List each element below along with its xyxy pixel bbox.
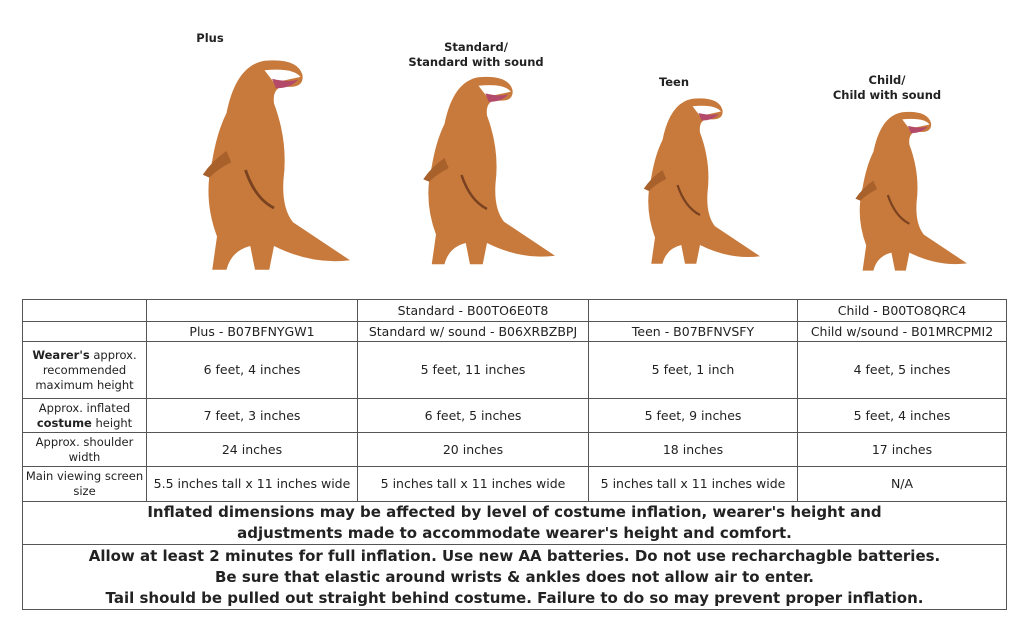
column-name: Plus - B07BFNYGW1 (189, 323, 315, 339)
header-cell: Child - B00TO8QRC4 (797, 299, 1007, 322)
caption-line: Plus (196, 31, 224, 45)
caption: Plus (110, 31, 310, 46)
standard-costume (421, 75, 557, 266)
label-part: Approx. shoulder width (35, 434, 134, 464)
value-cell: 5 feet, 1 inch (588, 341, 798, 399)
header-cell (588, 299, 798, 322)
note-line: Allow at least 2 minutes for full inflat… (88, 546, 941, 565)
header-row: Plus - B07BFNYGW1 Standard w/ sound - B06… (22, 321, 1007, 342)
label-part: approx. recommended maximum height (35, 347, 137, 392)
caption: Teen (574, 75, 774, 90)
plus-costume (201, 58, 352, 272)
value-cell: 6 feet, 4 inches (146, 341, 358, 399)
value-cell: 5 feet, 4 inches (797, 398, 1007, 433)
value-cell: 5 inches tall x 11 inches wide (588, 466, 798, 502)
row-label: Main viewing screen size (22, 466, 147, 502)
note-line: Tail should be pulled out straight behin… (105, 588, 924, 607)
data-row: Approx. inflated costume height 7 feet, 3… (22, 398, 1007, 433)
caption: Standard/Standard with sound (376, 40, 576, 70)
value-cell: 18 inches (588, 432, 798, 467)
teen-costume (642, 97, 762, 265)
note: Inflated dimensions may be affected by l… (22, 501, 1007, 545)
value-cell: 20 inches (357, 432, 589, 467)
column-name: Teen - B07BFNVSFY (631, 323, 755, 339)
value-cell: 5.5 inches tall x 11 inches wide (146, 466, 358, 502)
label-part: Approx. inflated (38, 400, 131, 415)
header-cell: Plus - B07BFNYGW1 (146, 321, 358, 342)
note-line: adjustments made to accommodate wearer's… (237, 524, 792, 542)
caption: Child/Child with sound (787, 73, 987, 103)
data-row: Main viewing screen size 5.5 inches tall … (22, 466, 1007, 502)
value-cell: 5 feet, 11 inches (357, 341, 589, 399)
column-name: Child - B00TO8QRC4 (837, 302, 967, 318)
caption-line: Child with sound (832, 88, 942, 102)
note-line: Be sure that elastic around wrists & ank… (215, 567, 814, 586)
header-cell: Standard - B00TO6E0T8 (357, 299, 589, 322)
value-cell: N/A (797, 466, 1007, 502)
data-row: Approx. shoulder width 24 inches 20 inches… (22, 432, 1007, 467)
value-cell: 6 feet, 5 inches (357, 398, 589, 433)
column-name: Standard w/ sound - B06XRBZBPJ (368, 323, 578, 339)
header-cell: Child w/sound - B01MRCPMI2 (797, 321, 1007, 342)
row-label: Wearer's approx. recommended maximum hei… (22, 341, 147, 399)
caption-line: Child/ (868, 73, 906, 87)
label-part: Main viewing screen size (25, 469, 144, 498)
value-cell: 5 inches tall x 11 inches wide (357, 466, 589, 502)
size-table: Standard - B00TO6E0T8 Child - B00TO8QRC4 P… (22, 299, 1007, 610)
row-label: Approx. shoulder width (22, 432, 147, 467)
header-cell (22, 321, 147, 342)
row-label: Approx. inflated costume height (22, 398, 147, 433)
header-row: Standard - B00TO6E0T8 Child - B00TO8QRC4 (22, 299, 1007, 322)
column-name: Standard - B00TO6E0T8 (397, 302, 549, 318)
caption-line: Standard/ (444, 40, 508, 54)
header-cell: Standard w/ sound - B06XRBZBPJ (357, 321, 589, 342)
data-row: Wearer's approx. recommended maximum hei… (22, 341, 1007, 399)
value-cell: 7 feet, 3 inches (146, 398, 358, 433)
caption-line: Teen (658, 75, 690, 89)
header-cell (22, 299, 147, 322)
note: Allow at least 2 minutes for full inflat… (22, 544, 1007, 610)
value-cell: 17 inches (797, 432, 1007, 467)
value-cell: 4 feet, 5 inches (797, 341, 1007, 399)
child-costume (854, 110, 969, 272)
note-row: Allow at least 2 minutes for full inflat… (22, 544, 1007, 610)
label-part: costume (36, 415, 92, 430)
header-cell: Teen - B07BFNVSFY (588, 321, 798, 342)
label-part: Wearer's (32, 347, 90, 362)
note-line: Inflated dimensions may be affected by l… (147, 503, 882, 521)
column-name: Child w/sound - B01MRCPMI2 (810, 323, 994, 339)
value-cell: 24 inches (146, 432, 358, 467)
caption-line: Standard with sound (408, 55, 544, 69)
header-cell (146, 299, 358, 322)
note-row: Inflated dimensions may be affected by l… (22, 501, 1007, 545)
value-cell: 5 feet, 9 inches (588, 398, 798, 433)
label-part: height (91, 415, 133, 430)
